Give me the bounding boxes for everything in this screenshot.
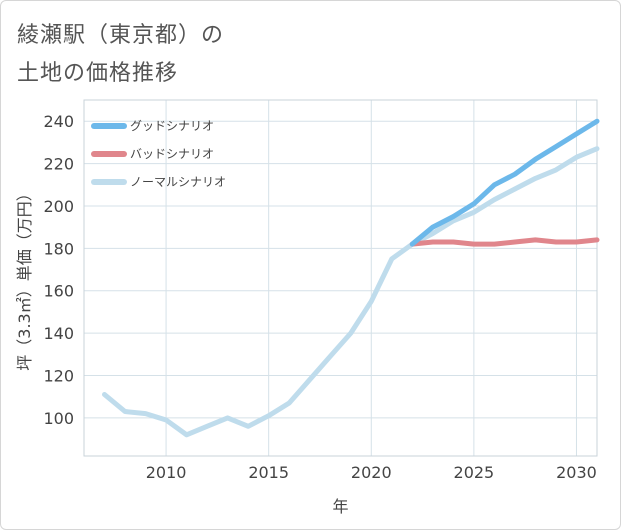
x-axis-ticks: 2010 2015 2020 2025 2030: [146, 463, 597, 482]
x-tick-label: 2030: [556, 463, 597, 482]
y-tick-label: 160: [43, 282, 74, 301]
series-lines: [102, 118, 600, 438]
y-tick-label: 180: [43, 239, 74, 258]
y-tick-label: 120: [43, 366, 74, 385]
x-tick-label: 2010: [146, 463, 187, 482]
y-tick-label: 240: [43, 112, 74, 131]
y-tick-label: 100: [43, 409, 74, 428]
y-tick-label: 200: [43, 197, 74, 216]
chart-title-line1: 綾瀬駅（東京都）の: [17, 23, 225, 48]
y-tick-label: 140: [43, 324, 74, 343]
legend-label: バッドシナリオ: [130, 147, 214, 161]
y-tick-label: 220: [43, 155, 74, 174]
x-tick-label: 2020: [351, 463, 392, 482]
x-tick-label: 2025: [454, 463, 495, 482]
x-axis-label: 年: [332, 497, 348, 516]
legend-label: ノーマルシナリオ: [130, 175, 226, 189]
y-axis-ticks: 100 120 140 160 180 200 220 240: [43, 112, 74, 428]
plot-area-frame: [83, 99, 598, 457]
grid-lines: [84, 100, 597, 456]
series-line-2: [102, 146, 600, 438]
series-line-1: [409, 237, 600, 247]
chart-title-line2: 土地の価格推移: [17, 61, 179, 86]
x-tick-label: 2015: [248, 463, 289, 482]
y-axis-label: 坪（3.3㎡）単価（万円）: [15, 185, 34, 370]
series-line-0: [409, 118, 600, 247]
legend-label: グッドシナリオ: [130, 119, 214, 133]
